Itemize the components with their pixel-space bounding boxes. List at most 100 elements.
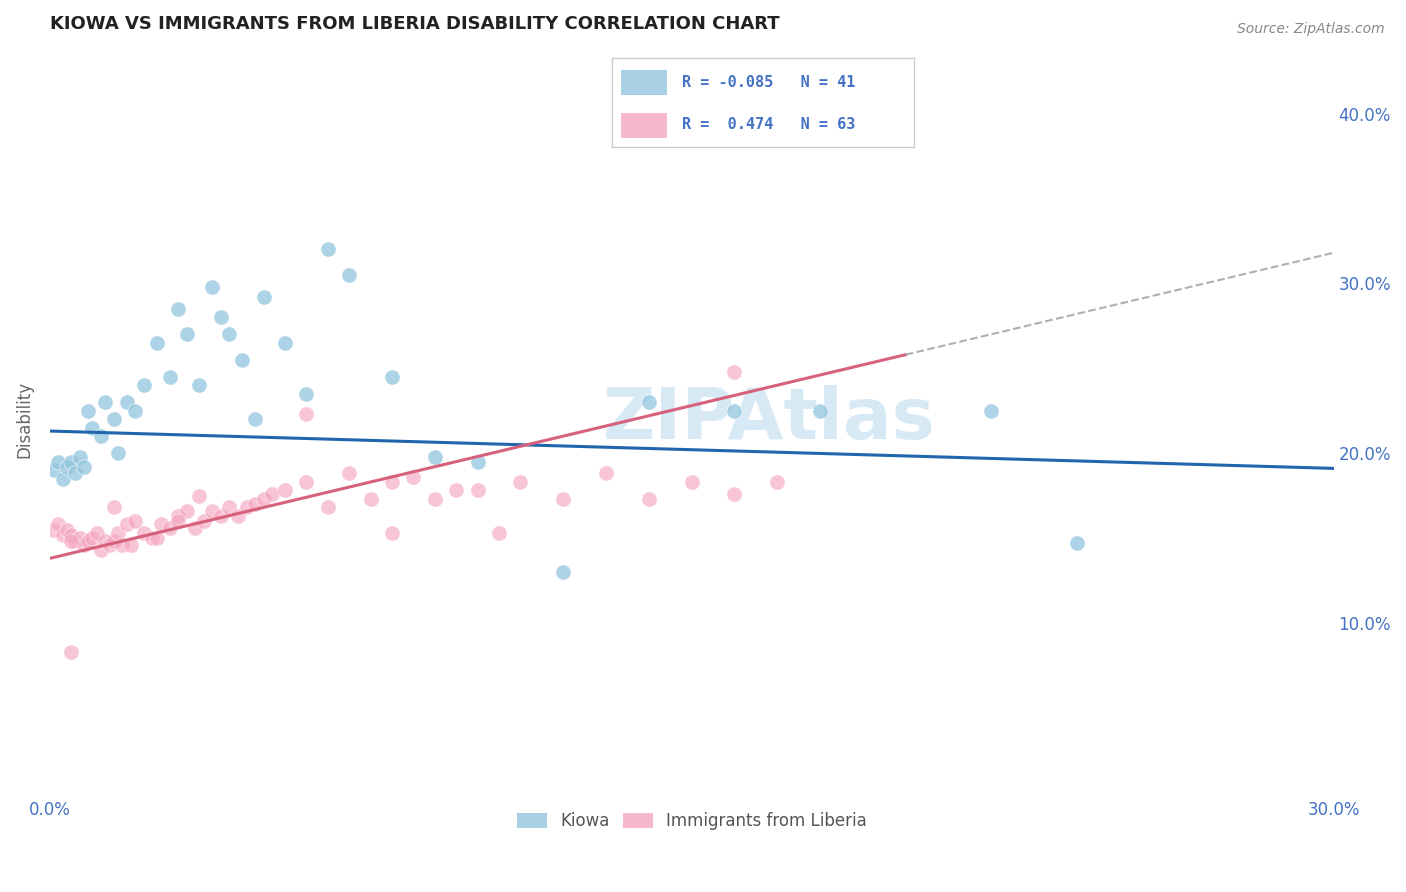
- Point: [124, 403, 146, 417]
- Point: [637, 491, 659, 506]
- Point: [90, 429, 112, 443]
- Point: [637, 395, 659, 409]
- Point: [295, 386, 318, 401]
- Point: [188, 378, 211, 392]
- Point: [167, 508, 190, 523]
- Point: [509, 475, 531, 489]
- Point: [159, 369, 181, 384]
- Point: [42, 523, 65, 537]
- Point: [381, 369, 404, 384]
- Point: [94, 395, 117, 409]
- Text: ZIPAtlas: ZIPAtlas: [602, 384, 935, 454]
- Point: [103, 534, 125, 549]
- Point: [176, 504, 198, 518]
- Point: [77, 403, 100, 417]
- Text: KIOWA VS IMMIGRANTS FROM LIBERIA DISABILITY CORRELATION CHART: KIOWA VS IMMIGRANTS FROM LIBERIA DISABIL…: [49, 15, 779, 33]
- Point: [467, 483, 489, 498]
- Point: [423, 491, 446, 506]
- Point: [381, 475, 404, 489]
- Point: [115, 395, 138, 409]
- Point: [149, 517, 172, 532]
- Point: [316, 243, 339, 257]
- Point: [808, 403, 831, 417]
- Point: [82, 420, 104, 434]
- Point: [107, 446, 129, 460]
- Point: [145, 531, 167, 545]
- Point: [56, 523, 79, 537]
- Point: [295, 475, 318, 489]
- Point: [86, 525, 108, 540]
- Point: [295, 407, 318, 421]
- Point: [253, 290, 276, 304]
- Point: [226, 508, 249, 523]
- Point: [98, 538, 121, 552]
- Point: [193, 514, 215, 528]
- Legend: Kiowa, Immigrants from Liberia: Kiowa, Immigrants from Liberia: [510, 805, 873, 837]
- Point: [218, 500, 240, 515]
- Point: [488, 525, 510, 540]
- Point: [46, 517, 69, 532]
- Point: [1066, 536, 1088, 550]
- Point: [218, 327, 240, 342]
- Point: [980, 403, 1002, 417]
- Point: [69, 531, 91, 545]
- Point: [381, 525, 404, 540]
- Point: [73, 459, 96, 474]
- Point: [65, 467, 87, 481]
- Point: [94, 534, 117, 549]
- Point: [253, 491, 276, 506]
- Point: [90, 542, 112, 557]
- Point: [723, 487, 745, 501]
- Point: [201, 504, 224, 518]
- Point: [360, 491, 382, 506]
- Point: [231, 352, 253, 367]
- Bar: [620, 113, 668, 138]
- Point: [115, 517, 138, 532]
- Point: [60, 534, 83, 549]
- Point: [56, 459, 79, 474]
- Point: [723, 365, 745, 379]
- Point: [423, 450, 446, 464]
- Text: R = -0.085   N = 41: R = -0.085 N = 41: [682, 76, 856, 90]
- Point: [188, 489, 211, 503]
- Point: [159, 521, 181, 535]
- Point: [51, 472, 73, 486]
- Point: [681, 475, 703, 489]
- Point: [60, 454, 83, 468]
- Point: [167, 301, 190, 316]
- Point: [46, 454, 69, 468]
- Point: [65, 534, 87, 549]
- Point: [595, 467, 617, 481]
- Point: [402, 470, 425, 484]
- Point: [120, 538, 142, 552]
- Point: [111, 538, 134, 552]
- Point: [51, 527, 73, 541]
- Point: [446, 483, 468, 498]
- Point: [132, 525, 155, 540]
- Point: [209, 310, 232, 325]
- Point: [766, 475, 789, 489]
- Point: [69, 450, 91, 464]
- Point: [316, 500, 339, 515]
- Point: [141, 531, 163, 545]
- Point: [243, 412, 266, 426]
- Point: [337, 268, 360, 282]
- Point: [209, 508, 232, 523]
- Point: [553, 491, 575, 506]
- Point: [176, 327, 198, 342]
- Point: [274, 483, 297, 498]
- Point: [73, 538, 96, 552]
- Point: [82, 531, 104, 545]
- Point: [103, 500, 125, 515]
- Point: [262, 487, 284, 501]
- Point: [124, 514, 146, 528]
- Point: [42, 463, 65, 477]
- Point: [184, 521, 207, 535]
- Point: [107, 525, 129, 540]
- Point: [167, 514, 190, 528]
- Point: [553, 565, 575, 579]
- Bar: [620, 70, 668, 95]
- Text: Source: ZipAtlas.com: Source: ZipAtlas.com: [1237, 22, 1385, 37]
- Point: [77, 534, 100, 549]
- Point: [235, 500, 257, 515]
